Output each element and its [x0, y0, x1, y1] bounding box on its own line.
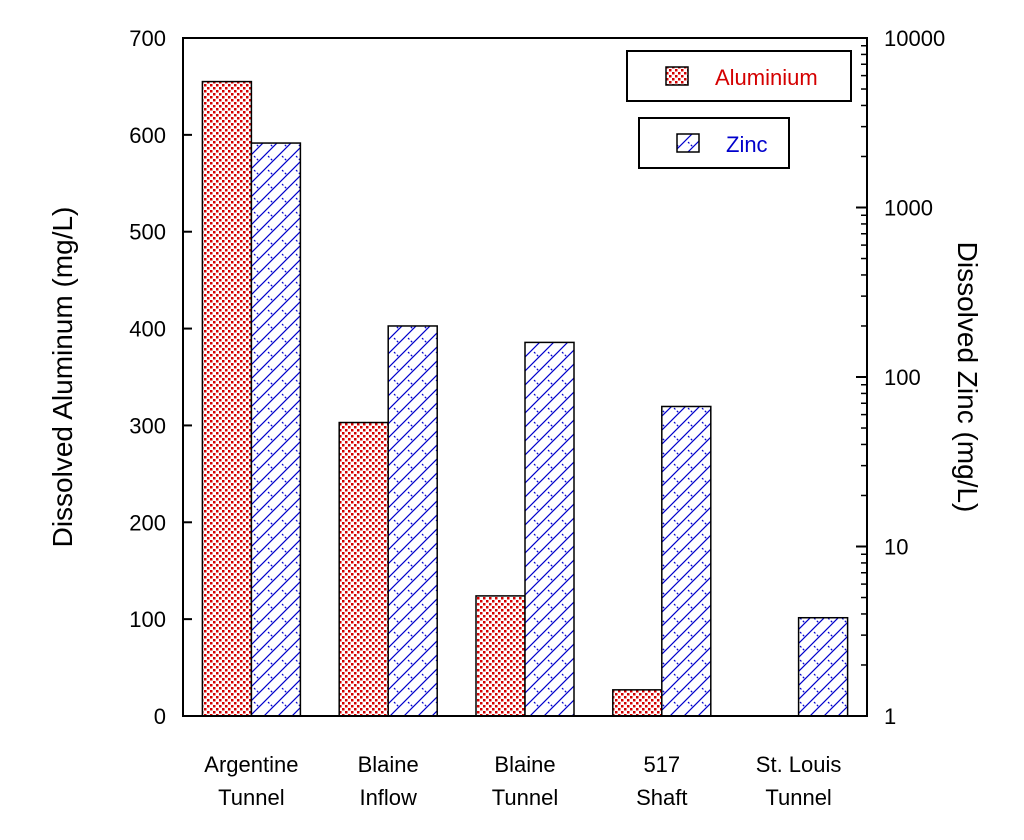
x-tick-label-line: Blaine — [494, 752, 555, 777]
legend-label-aluminium: Aluminium — [715, 65, 818, 90]
x-tick-label-line: Argentine — [204, 752, 298, 777]
x-tick-label-4: St. Louis Tunnel — [756, 752, 842, 810]
bar-zinc-2 — [524, 341, 575, 717]
x-tick-label-line: Tunnel — [765, 785, 831, 810]
legend-swatch-aluminium — [665, 66, 689, 86]
legend-item-zinc: Zinc — [638, 117, 790, 169]
left-tick-label-6: 600 — [129, 123, 166, 148]
left-tick-label-2: 200 — [129, 510, 166, 535]
x-tick-label-2: Blaine Tunnel — [492, 752, 558, 810]
right-tick-label-1: 10 — [884, 535, 908, 560]
legend-box-aluminium — [626, 50, 852, 102]
right-axis-label: Dissolved Zinc (mg/L) — [952, 242, 983, 513]
legend-box-zinc — [638, 117, 790, 169]
right-axis-ticks: 1 10 100 1000 10000 — [856, 26, 945, 729]
legend-item-aluminium: Aluminium — [626, 50, 852, 102]
bar-aluminium-1 — [338, 421, 389, 717]
legend: Aluminium Zinc — [626, 50, 852, 169]
right-tick-label-4: 10000 — [884, 26, 945, 51]
bars-layer — [201, 80, 849, 717]
bar-aluminium-0 — [201, 80, 253, 717]
bar-zinc-3 — [661, 405, 712, 717]
left-tick-label-3: 300 — [129, 413, 166, 438]
bar-zinc-4 — [797, 616, 849, 717]
x-tick-label-3: 517 Shaft — [636, 752, 687, 810]
left-tick-label-7: 700 — [129, 26, 166, 51]
bar-zinc-0 — [250, 142, 302, 717]
bar-aluminium-2 — [475, 595, 526, 717]
x-tick-label-line: Tunnel — [492, 785, 558, 810]
x-tick-label-0: Argentine Tunnel — [204, 752, 298, 810]
left-tick-label-5: 500 — [129, 220, 166, 245]
left-tick-label-1: 100 — [129, 607, 166, 632]
right-tick-label-3: 1000 — [884, 196, 933, 221]
x-axis-category-labels: Argentine Tunnel Blaine Inflow Blaine Tunnel 5… — [204, 752, 841, 810]
right-tick-label-0: 1 — [884, 704, 896, 729]
x-tick-label-line: St. Louis — [756, 752, 842, 777]
left-axis-label: Dissolved Aluminum (mg/L) — [47, 207, 78, 548]
legend-label-zinc: Zinc — [726, 132, 768, 157]
left-tick-label-4: 400 — [129, 317, 166, 342]
bar-zinc-1 — [387, 325, 438, 717]
legend-swatch-zinc — [676, 133, 700, 153]
x-tick-label-line: Shaft — [636, 785, 687, 810]
x-tick-label-line: Inflow — [359, 785, 417, 810]
right-tick-label-2: 100 — [884, 365, 921, 390]
left-tick-label-0: 0 — [154, 704, 166, 729]
x-tick-label-1: Blaine Inflow — [358, 752, 419, 810]
bar-aluminium-3 — [612, 689, 663, 717]
x-tick-label-line: Tunnel — [218, 785, 284, 810]
x-tick-label-line: 517 — [643, 752, 680, 777]
left-axis-ticks: 0 100 200 300 400 500 600 700 — [129, 26, 192, 729]
x-tick-label-line: Blaine — [358, 752, 419, 777]
